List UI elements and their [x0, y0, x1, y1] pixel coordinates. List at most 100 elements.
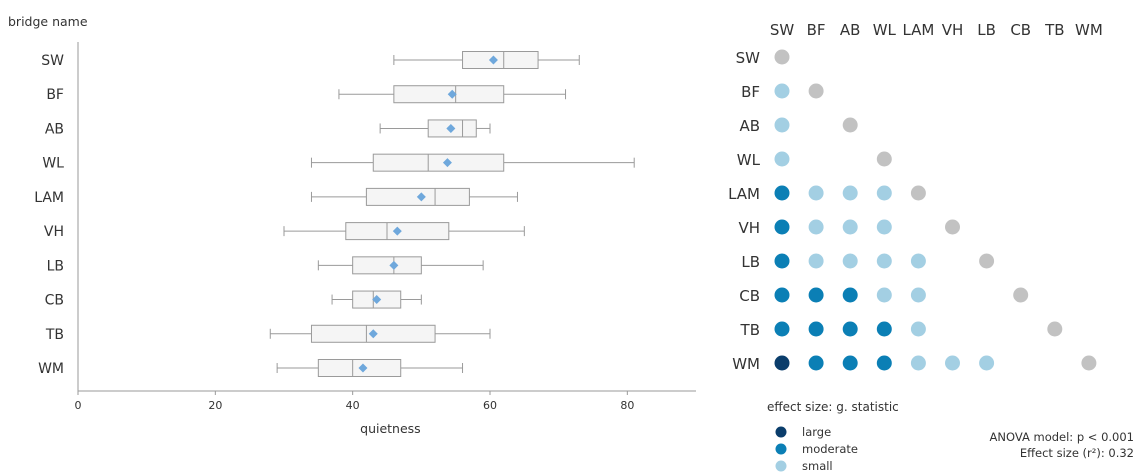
- matrix-cell-dot-large: [774, 355, 790, 371]
- matrix-column-label: TB: [1044, 21, 1064, 39]
- matrix-row-label: WM: [732, 355, 760, 373]
- matrix-cell-dot-small: [808, 219, 824, 235]
- matrix-cell-dot-moderate: [842, 355, 858, 371]
- matrix-cell-dot-small: [910, 287, 926, 303]
- matrix-cell-dot-small: [842, 219, 858, 235]
- legend-swatch-large: [775, 426, 787, 438]
- matrix-cell-dot-self: [910, 185, 926, 201]
- matrix-column-label: CB: [1010, 21, 1031, 39]
- matrix-column-label: VH: [942, 21, 964, 39]
- matrix-column-label: SW: [770, 21, 795, 39]
- x-tick-label: 80: [620, 399, 634, 412]
- matrix-cell-dot-moderate: [876, 321, 892, 337]
- legend-swatch-moderate: [775, 443, 787, 455]
- category-label: AB: [45, 121, 64, 137]
- matrix-cell-dot-moderate: [774, 253, 790, 269]
- category-label: WM: [38, 361, 64, 377]
- box-mean-marker: [358, 363, 368, 373]
- x-tick-label: 40: [346, 399, 360, 412]
- matrix-column-label: LB: [977, 21, 996, 39]
- box-mean-marker: [389, 260, 399, 270]
- matrix-cell-dot-small: [979, 355, 995, 371]
- matrix-cell-dot-small: [910, 253, 926, 269]
- matrix-cell-dot-small: [774, 151, 790, 167]
- effect-size-note: Effect size (r²): 0.32: [1019, 446, 1134, 460]
- matrix-column-label: WL: [873, 21, 897, 39]
- matrix-cell-dot-small: [808, 253, 824, 269]
- matrix-cell-dot-small: [842, 253, 858, 269]
- matrix-cell-dot-self: [842, 117, 858, 133]
- matrix-cell-dot-moderate: [808, 321, 824, 337]
- category-label: LAM: [34, 190, 64, 206]
- box-mean-marker: [488, 55, 498, 65]
- legend-swatch-small: [775, 460, 787, 472]
- x-tick-label: 60: [483, 399, 497, 412]
- category-label: WL: [42, 156, 64, 172]
- matrix-cell-dot-self: [979, 253, 995, 269]
- matrix-cell-dot-small: [842, 185, 858, 201]
- matrix-cell-dot-self: [1047, 321, 1063, 337]
- matrix-cell-dot-self: [945, 219, 960, 235]
- matrix-cell-dot-moderate: [842, 287, 858, 303]
- matrix-row-label: LAM: [728, 185, 760, 203]
- matrix-cell-dot-small: [876, 185, 892, 201]
- box-mean-marker: [416, 192, 426, 202]
- matrix-cell-dot-self: [1081, 355, 1097, 371]
- matrix-column-label: BF: [807, 21, 826, 39]
- box-iqr: [372, 153, 505, 172]
- matrix-cell-dot-small: [876, 253, 892, 269]
- matrix-cell-dot-moderate: [808, 287, 824, 303]
- x-tick-label: 20: [208, 399, 222, 412]
- matrix-row-label: BF: [741, 83, 760, 101]
- matrix-cell-dot-moderate: [842, 321, 858, 337]
- matrix-cell-dot-moderate: [808, 355, 824, 371]
- matrix-column-label: LAM: [902, 21, 934, 39]
- legend-label: moderate: [802, 442, 858, 456]
- matrix-cell-dot-moderate: [774, 287, 790, 303]
- matrix-cell-dot-moderate: [774, 185, 790, 201]
- matrix-cell-dot-small: [876, 287, 892, 303]
- matrix-cell-dot-self: [1013, 287, 1029, 303]
- matrix-cell-dot-moderate: [774, 219, 790, 235]
- matrix-cell-dot-small: [774, 83, 790, 99]
- matrix-row-label: AB: [739, 117, 760, 135]
- matrix-cell-dot-small: [808, 185, 824, 201]
- box-mean-marker: [372, 295, 382, 305]
- box-mean-marker: [447, 89, 457, 99]
- matrix-cell-dot-small: [910, 321, 926, 337]
- category-label: TB: [45, 327, 64, 343]
- legend-label: small: [802, 459, 833, 473]
- category-label: SW: [41, 53, 64, 69]
- matrix-cell-dot-small: [910, 355, 926, 371]
- matrix-cell-dot-small: [945, 355, 960, 371]
- matrix-cell-dot-small: [774, 117, 790, 133]
- matrix-cell-dot-moderate: [876, 355, 892, 371]
- matrix-column-label: WM: [1075, 21, 1103, 39]
- box-iqr: [352, 256, 422, 275]
- box-mean-marker: [446, 123, 456, 133]
- legend-title: effect size: g. statistic: [767, 400, 899, 414]
- matrix-cell-dot-self: [876, 151, 892, 167]
- category-label: BF: [46, 87, 64, 103]
- x-axis-title: quietness: [360, 421, 421, 436]
- box-iqr: [462, 51, 539, 69]
- matrix-cell-dot-self: [774, 49, 790, 65]
- box-mean-marker: [442, 158, 452, 168]
- anova-p-note: ANOVA model: p < 0.001: [989, 430, 1134, 444]
- matrix-cell-dot-small: [876, 219, 892, 235]
- matrix-cell-dot-moderate: [774, 321, 790, 337]
- matrix-row-label: WL: [737, 151, 761, 169]
- category-label: VH: [44, 224, 64, 240]
- legend-label: large: [802, 425, 831, 439]
- x-tick-label: 0: [75, 399, 82, 412]
- box-mean-marker: [392, 226, 402, 236]
- matrix-cell-dot-self: [808, 83, 824, 99]
- y-axis-title: bridge name: [8, 14, 88, 29]
- matrix-column-label: AB: [840, 21, 861, 39]
- category-label: CB: [45, 293, 64, 309]
- matrix-row-label: LB: [741, 253, 760, 271]
- category-label: LB: [47, 258, 64, 274]
- matrix-row-label: CB: [739, 287, 760, 305]
- matrix-row-label: VH: [738, 219, 760, 237]
